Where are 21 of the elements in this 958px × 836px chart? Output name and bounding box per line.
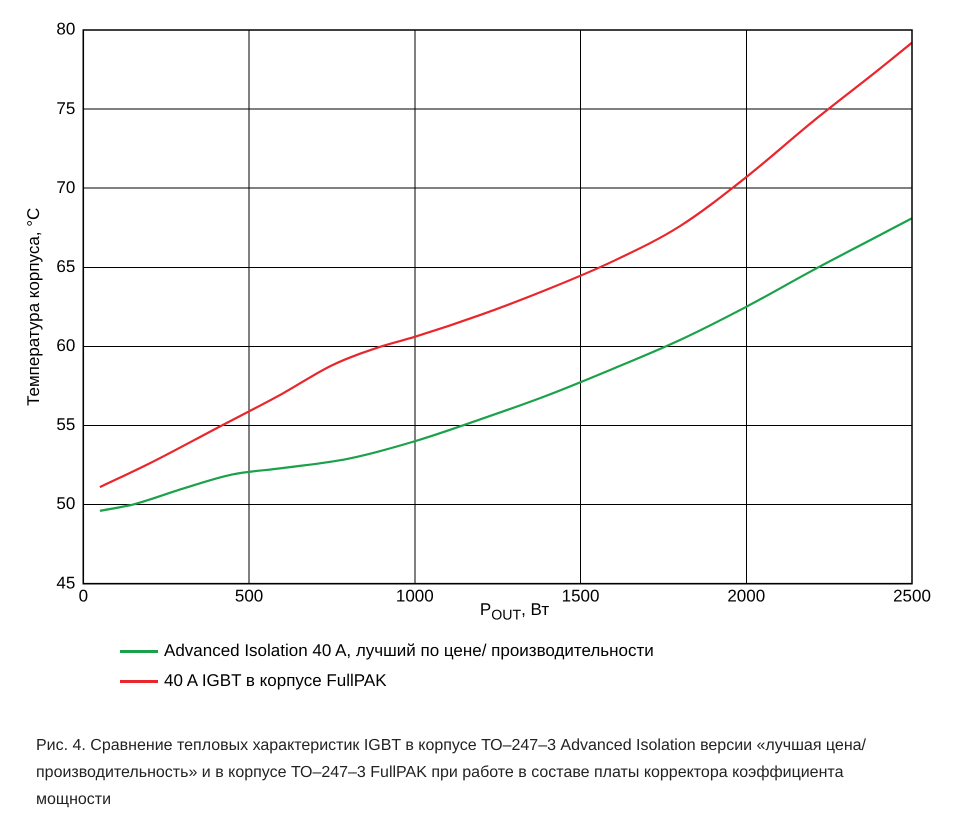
y-tick-label: 70 — [56, 178, 76, 197]
y-tick-label: 45 — [56, 573, 76, 592]
x-tick-label: 2500 — [893, 586, 931, 606]
x-tick-label: 2000 — [727, 586, 766, 606]
line-series — [98, 42, 912, 488]
y-tick-label: 75 — [56, 98, 76, 118]
y-tick-label: 55 — [56, 415, 76, 434]
y-tick-label: 60 — [56, 336, 76, 356]
x-axis-title: P$_{OUT}$, Вт — [480, 600, 550, 624]
x-tick-label: 1500 — [562, 586, 600, 606]
x-tick-label: 1000 — [396, 586, 434, 606]
y-tick-label: 80 — [56, 20, 76, 39]
text: Рис. 4. Сравнение тепловых характеристик IGBT в корпусе ТО–247–3 Advanced Isolation версии «лучшая цена/производительность» и в корпусе ТО–247–3 FullPAK при работе в составе платы корректора коэффициента мощности — [36, 736, 867, 810]
x-tick-label: 0 — [78, 586, 88, 606]
x-tick-label: 500 — [234, 586, 264, 606]
legend-label: 40 A IGBT в корпусе FullPAK — [164, 671, 387, 691]
y-axis-title: Температура корпуса, °C — [24, 208, 43, 406]
legend-label: Advanced Isolation 40 A, лучший по цене/ производительности — [164, 641, 654, 661]
y-tick-label: 65 — [56, 256, 76, 276]
line-series — [98, 217, 912, 512]
y-tick-label: 50 — [56, 494, 76, 514]
